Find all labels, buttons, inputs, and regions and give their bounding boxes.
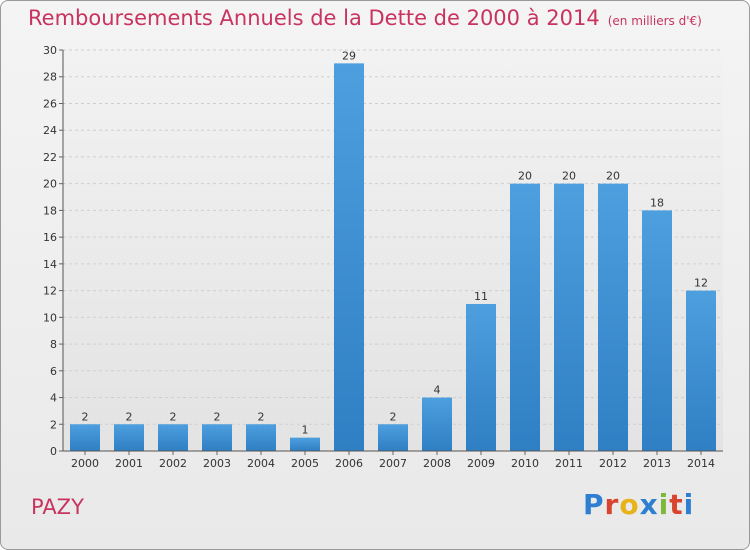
data-label: 1	[302, 424, 309, 437]
y-tick-label: 20	[43, 178, 57, 191]
bar	[70, 424, 100, 451]
bar	[114, 424, 144, 451]
y-tick-label: 0	[50, 445, 57, 458]
y-tick-label: 12	[43, 285, 57, 298]
y-tick-label: 8	[50, 338, 57, 351]
logo-letter: x	[639, 488, 659, 521]
proxiti-logo: Proxiti	[583, 488, 694, 521]
data-label: 18	[650, 196, 664, 209]
x-axis: 2000 2001 2002 2003 2004 2005 2006 2007 2008 2009…	[63, 450, 723, 470]
bar	[686, 290, 716, 451]
logo-letter: i	[658, 488, 670, 521]
x-tick-label: 2004	[247, 457, 275, 470]
data-label: 29	[342, 49, 356, 62]
logo-letter: r	[604, 488, 620, 521]
y-tick-label: 2	[50, 418, 57, 431]
y-tick-label: 28	[43, 71, 57, 84]
data-label: 2	[258, 410, 265, 423]
y-tick-label: 6	[50, 365, 57, 378]
bars: 2 2 2 2 2 1 29 2 4 11 20 20 20 18 12	[70, 49, 716, 451]
x-tick-label: 2006	[335, 457, 363, 470]
bar	[158, 424, 188, 451]
data-label: 2	[390, 410, 397, 423]
y-tick-label: 10	[43, 311, 57, 324]
chart-title: Remboursements Annuels de la Dette de 20…	[28, 6, 702, 30]
bar	[642, 210, 672, 451]
y-tick-label: 22	[43, 151, 57, 164]
data-label: 11	[474, 290, 488, 303]
chart-unit: (en milliers d'€)	[607, 14, 702, 28]
data-label: 20	[606, 170, 620, 183]
x-tick-label: 2014	[687, 457, 715, 470]
x-tick-label: 2013	[643, 457, 671, 470]
gridlines	[63, 49, 723, 452]
data-label: 2	[170, 410, 177, 423]
x-tick-label: 2008	[423, 457, 451, 470]
bar	[554, 183, 584, 451]
x-tick-label: 2002	[159, 457, 187, 470]
bar	[466, 303, 496, 451]
bar	[510, 183, 540, 451]
x-tick-label: 2005	[291, 457, 319, 470]
x-tick-label: 2007	[379, 457, 407, 470]
x-tick-label: 2010	[511, 457, 539, 470]
logo-letter: i	[683, 488, 695, 521]
bar	[422, 397, 452, 451]
bar	[334, 63, 364, 451]
data-label: 2	[82, 410, 89, 423]
bar	[378, 424, 408, 451]
y-tick-label: 30	[43, 44, 57, 57]
x-tick-label: 2009	[467, 457, 495, 470]
x-tick-label: 2001	[115, 457, 143, 470]
data-label: 2	[126, 410, 133, 423]
x-tick-label: 2012	[599, 457, 627, 470]
data-label: 4	[434, 384, 441, 397]
data-label: 20	[562, 170, 576, 183]
y-tick-label: 16	[43, 231, 57, 244]
logo-letter: o	[619, 488, 640, 521]
logo-letter: t	[669, 488, 684, 521]
y-tick-label: 4	[50, 392, 57, 405]
bar	[290, 437, 320, 451]
chart-title-text: Remboursements Annuels de la Dette de 20…	[28, 6, 600, 30]
x-tick-label: 2011	[555, 457, 583, 470]
y-tick-label: 18	[43, 204, 57, 217]
bar	[598, 183, 628, 451]
y-tick-label: 26	[43, 97, 57, 110]
x-tick-label: 2003	[203, 457, 231, 470]
data-label: 2	[214, 410, 221, 423]
y-tick-label: 14	[43, 258, 57, 271]
y-tick-label: 24	[43, 124, 57, 137]
commune-name: PAZY	[31, 495, 84, 519]
data-label: 12	[694, 277, 708, 290]
data-label: 20	[518, 170, 532, 183]
bar	[202, 424, 232, 451]
logo-letter: P	[583, 488, 605, 521]
bar	[246, 424, 276, 451]
x-tick-label: 2000	[71, 457, 99, 470]
